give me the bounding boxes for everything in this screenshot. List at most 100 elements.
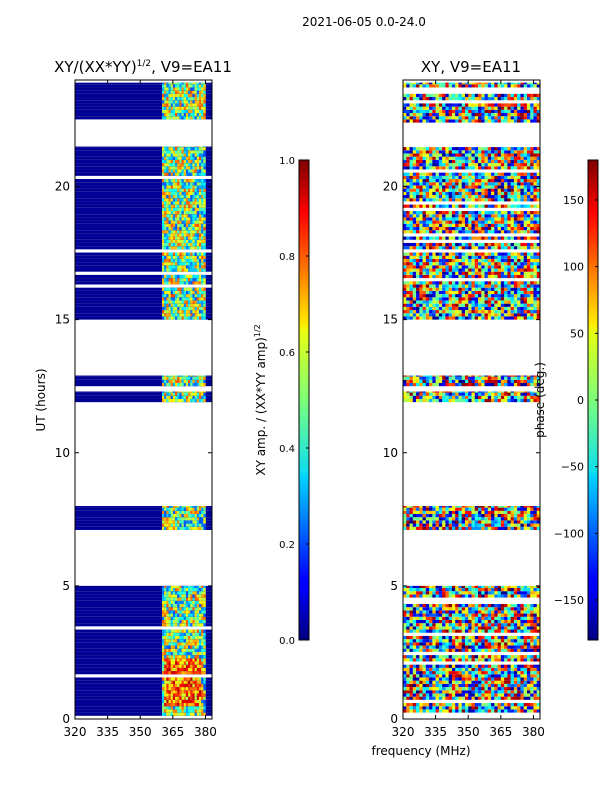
heatmap-cell — [513, 687, 518, 691]
heatmap-cell — [438, 510, 443, 514]
heatmap-cell — [188, 629, 191, 633]
heatmap-cell — [203, 392, 206, 396]
heatmap-cell — [403, 591, 407, 595]
heatmap-cell — [188, 506, 191, 508]
heatmap-cell — [194, 258, 198, 263]
heatmap-cell — [504, 696, 508, 700]
heatmap-cell — [526, 664, 531, 668]
heatmap-cell — [166, 651, 169, 656]
heatmap-cell — [203, 597, 206, 601]
heatmap-cell — [422, 313, 427, 317]
heatmap-cell — [201, 597, 204, 601]
heatmap-cell — [181, 294, 185, 298]
heatmap-cell — [179, 156, 182, 160]
heatmap-cell — [406, 642, 410, 646]
heatmap-cell — [478, 639, 482, 643]
heatmap-cell — [175, 610, 178, 614]
heatmap-cell — [192, 159, 195, 164]
heatmap-cell — [442, 313, 446, 317]
heatmap-cell — [192, 262, 195, 266]
heatmap-cell — [455, 674, 459, 678]
heatmap-cell — [183, 255, 187, 259]
heatmap-cell — [500, 379, 505, 383]
heatmap-cell — [168, 201, 171, 205]
heatmap-cell — [192, 287, 195, 291]
heatmap-cell — [403, 316, 407, 320]
heatmap-cell — [491, 642, 495, 646]
heatmap-cell — [442, 300, 446, 304]
heatmap-cell — [166, 379, 169, 383]
heatmap-cell — [190, 610, 193, 614]
heatmap-cell — [429, 375, 433, 377]
heatmap-cell — [175, 623, 178, 627]
heatmap-cell — [520, 391, 524, 393]
colorbar-tick-label: 0.8 — [279, 252, 295, 263]
heatmap-cell — [201, 182, 204, 186]
heatmap-cell — [168, 506, 171, 508]
heatmap-cell — [536, 375, 540, 377]
heatmap-cell — [203, 671, 206, 675]
heatmap-cell — [478, 526, 482, 530]
heatmap-cell — [161, 693, 165, 697]
heatmap-cell — [183, 379, 187, 383]
heatmap-cell — [520, 395, 524, 399]
heatmap-cell — [517, 680, 521, 684]
heatmap-cell — [435, 297, 440, 301]
heatmap-cell — [172, 255, 176, 259]
heatmap-cell — [177, 510, 180, 514]
heatmap-cell — [487, 395, 492, 399]
heatmap-cell — [481, 510, 485, 514]
heatmap-cell — [442, 303, 446, 307]
heatmap-cell — [403, 603, 407, 608]
heatmap-cell — [170, 376, 174, 380]
heatmap-row — [75, 179, 212, 183]
heatmap-cell — [526, 382, 531, 387]
heatmap-cell — [188, 198, 191, 202]
heatmap-cell — [455, 619, 459, 624]
heatmap-cell — [183, 616, 187, 620]
heatmap-cell — [481, 616, 485, 620]
heatmap-cell — [166, 84, 169, 88]
heatmap-cell — [175, 210, 178, 215]
heatmap-cell — [403, 395, 407, 399]
heatmap-cell — [451, 520, 456, 524]
heatmap-cell — [185, 220, 189, 224]
heatmap-cell — [451, 690, 456, 694]
heatmap-cell — [192, 600, 195, 604]
heatmap-cell — [164, 506, 167, 508]
heatmap-cell — [464, 709, 469, 713]
heatmap-cell — [507, 693, 511, 697]
heatmap-cell — [523, 379, 528, 383]
heatmap-cell — [484, 382, 489, 387]
heatmap-cell — [166, 392, 169, 396]
heatmap-cell — [412, 510, 417, 514]
heatmap-cell — [533, 648, 538, 652]
heatmap-cell — [416, 613, 420, 617]
heatmap-cell — [451, 306, 456, 311]
heatmap-cell — [168, 585, 171, 589]
heatmap-cell — [188, 523, 191, 527]
heatmap-cell — [425, 526, 430, 530]
heatmap-cell — [438, 594, 443, 598]
heatmap-cell — [425, 303, 430, 307]
heatmap-cell — [177, 517, 180, 521]
heatmap-cell — [500, 642, 505, 646]
heatmap-cell — [198, 642, 202, 646]
heatmap-cell — [517, 391, 521, 393]
heatmap-cell — [170, 214, 174, 218]
heatmap-cell — [406, 297, 410, 301]
heatmap-cell — [194, 683, 198, 688]
heatmap-row — [75, 246, 212, 250]
heatmap-cell — [190, 506, 193, 508]
heatmap-cell — [497, 603, 502, 608]
heatmap-cell — [161, 382, 165, 387]
heatmap-cell — [484, 300, 489, 304]
heatmap-cell — [416, 526, 420, 530]
heatmap-cell — [464, 623, 469, 627]
heatmap-cell — [201, 195, 204, 199]
heatmap-cell — [451, 294, 456, 298]
heatmap-cell — [175, 693, 178, 697]
heatmap-row — [75, 236, 212, 240]
heatmap-cell — [425, 709, 430, 713]
heatmap-cell — [451, 645, 456, 649]
